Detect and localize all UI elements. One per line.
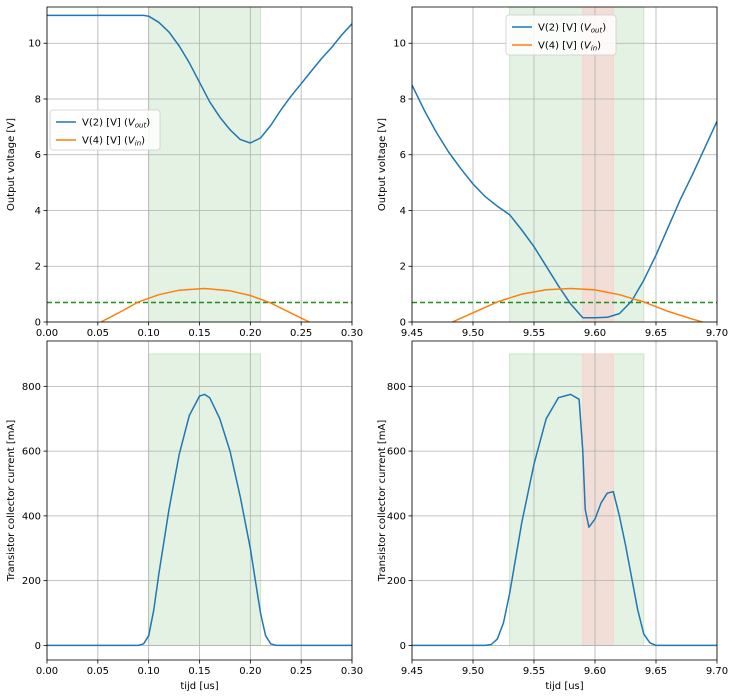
chart-panel-2: 9.45 9.50 9.55 9.60 9.65 9.70 0 2 4 6 8 10 Output vo… bbox=[377, 6, 728, 339]
chart-panel-3: 0.00 0.05 0.10 0.15 0.20 0.25 0.30 0 200 400 600 80… bbox=[6, 340, 363, 692]
legend-label-2: V(4) [V] (Vin) bbox=[538, 41, 601, 53]
x-tick-label: 0.20 bbox=[239, 328, 261, 339]
y-tick-label: 200 bbox=[22, 576, 41, 587]
series-line-1 bbox=[412, 84, 717, 319]
y-tick-label: 0 bbox=[400, 641, 406, 652]
y-axis-label: Output voltage [V] bbox=[377, 118, 388, 211]
legend-box bbox=[505, 14, 617, 56]
shaded-span-1 bbox=[148, 353, 262, 646]
y-axis-label: Transistor collector current [mA] bbox=[6, 420, 17, 583]
y-tick-label: 2 bbox=[400, 262, 406, 273]
y-tick-label: 6 bbox=[400, 150, 406, 161]
y-tick-label: 8 bbox=[35, 94, 41, 105]
x-tick-label: 0.05 bbox=[87, 328, 109, 339]
series-line-1 bbox=[412, 393, 717, 647]
y-tick-label: 2 bbox=[35, 262, 41, 273]
series-line-2 bbox=[451, 287, 703, 322]
x-tick-label: 0.30 bbox=[341, 666, 363, 677]
x-tick-label: 9.60 bbox=[584, 328, 606, 339]
x-tick-label: 9.55 bbox=[523, 328, 545, 339]
shaded-span-1 bbox=[509, 353, 645, 646]
y-tick-label: 800 bbox=[22, 382, 41, 393]
x-tick-label: 9.55 bbox=[523, 666, 545, 677]
y-tick-label: 6 bbox=[35, 150, 41, 161]
x-tick-label: 0.05 bbox=[87, 666, 109, 677]
x-tick-label: 0.10 bbox=[138, 666, 160, 677]
y-tick-label: 800 bbox=[387, 382, 406, 393]
legend: V(2) [V] (Vout) V(4) [V] (Vin) bbox=[49, 109, 161, 151]
y-tick-label: 400 bbox=[387, 511, 406, 522]
series-line-1 bbox=[47, 393, 352, 647]
x-tick-label: 0.20 bbox=[239, 666, 261, 677]
x-tick-label: 0.15 bbox=[188, 328, 210, 339]
y-tick-label: 0 bbox=[35, 641, 41, 652]
axes-frame bbox=[411, 340, 718, 661]
x-tick-label: 9.70 bbox=[706, 666, 728, 677]
x-tick-label: 9.45 bbox=[401, 666, 423, 677]
legend: V(2) [V] (Vout) V(4) [V] (Vin) bbox=[505, 14, 617, 56]
x-tick-label: 0.10 bbox=[138, 328, 160, 339]
legend-label-1: V(2) [V] (Vout) bbox=[82, 118, 150, 130]
x-tick-label: 0.25 bbox=[290, 666, 312, 677]
y-tick-label: 10 bbox=[28, 39, 41, 50]
y-tick-label: 4 bbox=[400, 206, 406, 217]
y-axis-label: Transistor collector current [mA] bbox=[377, 420, 388, 583]
chart-panel-1: 0.00 0.05 0.10 0.15 0.20 0.25 0.30 0 2 4 6 8 10 Outpu… bbox=[6, 6, 363, 339]
chart-panel-4: 9.45 9.50 9.55 9.60 9.65 9.70 0 200 400 600 800 Tra… bbox=[377, 340, 728, 692]
legend-label-2: V(4) [V] (Vin) bbox=[82, 136, 145, 148]
x-tick-label: 0.00 bbox=[36, 328, 58, 339]
x-tick-label: 0.00 bbox=[36, 666, 58, 677]
legend-label-1: V(2) [V] (Vout) bbox=[538, 23, 606, 35]
y-tick-label: 10 bbox=[393, 39, 406, 50]
x-axis-label: tijd [us] bbox=[545, 681, 583, 692]
y-tick-label: 4 bbox=[35, 206, 41, 217]
y-tick-label: 200 bbox=[387, 576, 406, 587]
shaded-span-2 bbox=[582, 353, 614, 646]
x-tick-label: 0.15 bbox=[188, 666, 210, 677]
shaded-span-1 bbox=[509, 6, 645, 323]
x-axis-label: tijd [us] bbox=[180, 681, 218, 692]
shaded-span-1 bbox=[148, 6, 262, 323]
x-tick-label: 9.70 bbox=[706, 328, 728, 339]
x-tick-label: 0.30 bbox=[341, 328, 363, 339]
y-tick-label: 0 bbox=[35, 318, 41, 329]
y-tick-label: 600 bbox=[22, 447, 41, 458]
x-tick-label: 9.50 bbox=[462, 666, 484, 677]
y-tick-label: 0 bbox=[400, 318, 406, 329]
x-tick-label: 9.65 bbox=[645, 666, 667, 677]
x-tick-label: 9.50 bbox=[462, 328, 484, 339]
axes-frame bbox=[411, 6, 718, 323]
series-line-2 bbox=[100, 287, 310, 322]
y-tick-label: 400 bbox=[22, 511, 41, 522]
series-line-1 bbox=[47, 14, 352, 144]
legend-box bbox=[49, 109, 161, 151]
y-axis-label: Output voltage [V] bbox=[6, 118, 17, 211]
y-tick-label: 600 bbox=[387, 447, 406, 458]
x-tick-label: 0.25 bbox=[290, 328, 312, 339]
x-tick-label: 9.65 bbox=[645, 328, 667, 339]
y-tick-label: 8 bbox=[400, 94, 406, 105]
x-tick-label: 9.60 bbox=[584, 666, 606, 677]
x-tick-label: 9.45 bbox=[401, 328, 423, 339]
